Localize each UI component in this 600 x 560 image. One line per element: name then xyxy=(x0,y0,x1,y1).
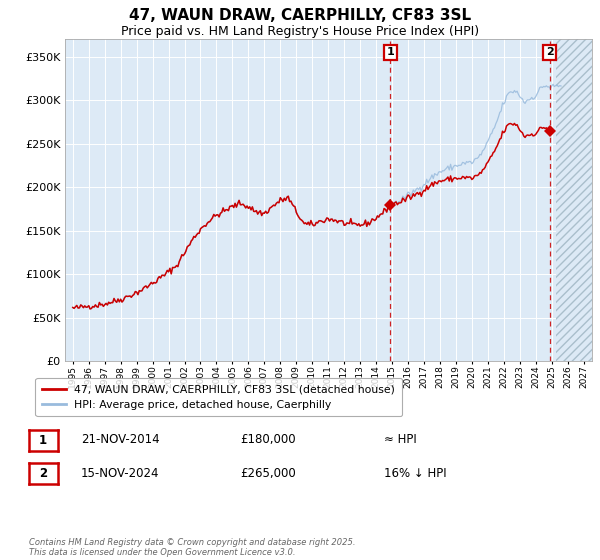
Text: £265,000: £265,000 xyxy=(240,466,296,480)
Text: £180,000: £180,000 xyxy=(240,433,296,446)
Text: 15-NOV-2024: 15-NOV-2024 xyxy=(81,466,160,480)
Text: 1: 1 xyxy=(39,433,47,447)
Text: ≈ HPI: ≈ HPI xyxy=(384,433,417,446)
Bar xyxy=(556,39,592,361)
Text: 21-NOV-2014: 21-NOV-2014 xyxy=(81,433,160,446)
Text: 16% ↓ HPI: 16% ↓ HPI xyxy=(384,466,446,480)
Text: 1: 1 xyxy=(386,47,394,57)
Text: 47, WAUN DRAW, CAERPHILLY, CF83 3SL: 47, WAUN DRAW, CAERPHILLY, CF83 3SL xyxy=(129,8,471,24)
Text: 2: 2 xyxy=(546,47,554,57)
Text: Price paid vs. HM Land Registry's House Price Index (HPI): Price paid vs. HM Land Registry's House … xyxy=(121,25,479,38)
Legend: 47, WAUN DRAW, CAERPHILLY, CF83 3SL (detached house), HPI: Average price, detach: 47, WAUN DRAW, CAERPHILLY, CF83 3SL (det… xyxy=(35,378,402,416)
Text: 2: 2 xyxy=(39,467,47,480)
Text: Contains HM Land Registry data © Crown copyright and database right 2025.
This d: Contains HM Land Registry data © Crown c… xyxy=(29,538,355,557)
